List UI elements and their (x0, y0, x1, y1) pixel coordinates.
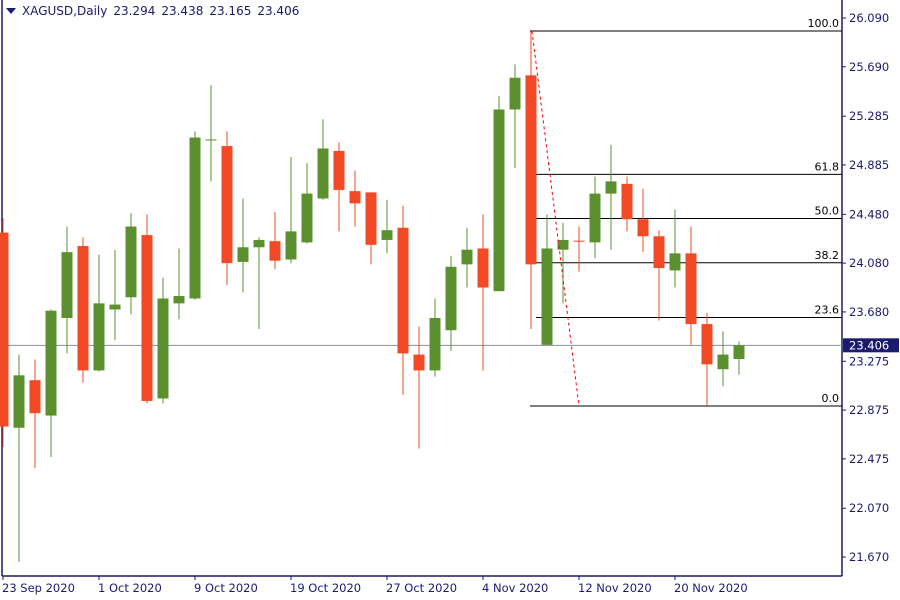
candle-bull (733, 345, 745, 359)
candle-bull (125, 226, 137, 298)
candle-bull (301, 193, 313, 243)
candle-bear (269, 241, 281, 261)
current-price-label: 23.406 (849, 338, 889, 352)
date-tick-label: 19 Oct 2020 (290, 581, 361, 595)
fib-level-label: 100.0 (808, 17, 840, 30)
candle-bull (461, 249, 473, 265)
ohlc-high: 23.438 (161, 4, 204, 18)
date-tick-label: 27 Oct 2020 (386, 581, 457, 595)
candle-bull (189, 137, 201, 299)
candle-bear (349, 191, 361, 204)
fib-level-label: 50.0 (815, 204, 840, 217)
ohlc-close: 23.406 (257, 4, 300, 18)
candle-bull (509, 77, 521, 110)
candle-bull (317, 148, 329, 199)
candle-bear (413, 354, 425, 371)
candle-bull (61, 252, 73, 318)
candle-bull (109, 304, 121, 310)
candle-bear (397, 227, 409, 354)
current-price-badge (843, 338, 899, 353)
candle-bull (237, 247, 249, 262)
chart-header: XAGUSD,Daily 23.294 23.438 23.165 23.406 (6, 4, 299, 18)
candle-bear (525, 75, 537, 265)
date-tick-label: 4 Nov 2020 (482, 581, 548, 595)
ohlc-open: 23.294 (113, 4, 156, 18)
price-tick-label: 23.680 (849, 305, 889, 319)
candle-bear (477, 248, 489, 288)
date-tick-label: 20 Nov 2020 (674, 581, 748, 595)
candle-bull (589, 193, 601, 243)
candle-bull (429, 318, 441, 371)
candle-bull (557, 239, 569, 250)
price-tick-label: 22.875 (849, 403, 889, 417)
date-tick-label: 9 Oct 2020 (194, 581, 258, 595)
price-tick-label: 24.885 (849, 158, 889, 172)
candle-bull (253, 239, 265, 248)
candle-bear (333, 150, 345, 190)
candle-bear (0, 232, 9, 427)
candle-bear (141, 235, 153, 401)
trendline (531, 30, 580, 407)
candle-bull (717, 354, 729, 370)
price-tick-label: 22.475 (849, 452, 889, 466)
fib-level-label: 0.0 (822, 392, 840, 405)
candle-bull (541, 248, 553, 345)
candle-bull (493, 109, 505, 292)
price-tick-label: 22.070 (849, 501, 889, 515)
candle-bull (669, 253, 681, 271)
candle-bull (93, 303, 105, 371)
price-tick-label: 25.690 (849, 60, 889, 74)
candle-bull (605, 181, 617, 194)
candle-bear (221, 146, 233, 264)
price-tick-label: 24.080 (849, 256, 889, 270)
fib-level-label: 38.2 (815, 249, 840, 262)
candle-bear (365, 192, 377, 245)
fib-level-label: 61.8 (815, 160, 840, 173)
price-tick-label: 26.090 (849, 11, 889, 25)
candle-bull (13, 375, 25, 428)
date-tick-label: 23 Sep 2020 (2, 581, 75, 595)
price-tick-label: 21.670 (849, 550, 889, 564)
ohlc-low: 23.165 (209, 4, 252, 18)
candle-bull (285, 231, 297, 260)
candle-bear (29, 380, 41, 414)
candle-bull (381, 230, 393, 240)
price-tick-label: 23.275 (849, 354, 889, 368)
candle-bear (685, 253, 697, 325)
candle-bull (173, 296, 185, 304)
candle-bear (621, 183, 633, 220)
fib-level-label: 23.6 (815, 304, 840, 317)
price-tick-label: 24.480 (849, 207, 889, 221)
dropdown-triangle-icon[interactable] (6, 8, 16, 14)
candle-bear (701, 324, 713, 365)
symbol-timeframe: XAGUSD,Daily (22, 4, 108, 18)
candle-bull (45, 310, 57, 416)
price-tick-label: 25.285 (849, 109, 889, 123)
date-tick-label: 12 Nov 2020 (578, 581, 652, 595)
candle-bear (77, 246, 89, 371)
date-tick-label: 1 Oct 2020 (98, 581, 162, 595)
candle-bull (157, 298, 169, 399)
candle-bear (637, 219, 649, 237)
candle-bear (653, 236, 665, 268)
candle-bull (445, 266, 457, 331)
